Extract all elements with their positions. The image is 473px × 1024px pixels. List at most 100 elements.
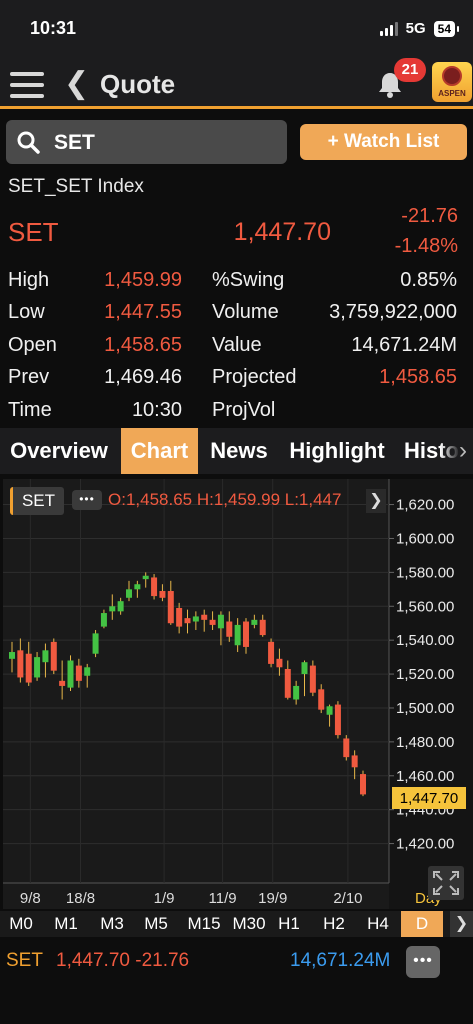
candle-body (184, 618, 191, 624)
footer-price-change: 1,447.70 -21.76 (56, 950, 190, 971)
y-tick-label: 1,500.00 (396, 700, 454, 717)
candle-body (217, 614, 224, 629)
status-time: 10:31 (30, 18, 77, 38)
y-tick-label: 1,460.00 (396, 768, 454, 785)
high-label: High (8, 269, 50, 291)
candle (301, 660, 308, 697)
candle-body (301, 662, 308, 675)
price-change: -21.76 (401, 205, 458, 227)
ohl-readout: O:1,458.65 H:1,459.99 L:1,447 (108, 490, 342, 509)
add-watchlist-button[interactable]: + Watch List (300, 124, 467, 160)
candle (84, 663, 91, 688)
candle (67, 655, 74, 692)
candle-body (100, 613, 107, 627)
candle (34, 652, 41, 681)
chevron-right-icon[interactable]: › (440, 428, 473, 474)
period-h2[interactable]: H2 (323, 914, 345, 933)
y-tick-label: 1,420.00 (396, 836, 454, 853)
footer-more-button[interactable]: ••• (406, 946, 440, 978)
tab-highlight[interactable]: Highlight (289, 438, 385, 463)
candle-body (318, 689, 325, 710)
chevron-right-icon[interactable]: ❯ (450, 911, 473, 937)
candle-body (343, 738, 350, 758)
period-m0[interactable]: M0 (9, 914, 33, 933)
more-options-icon[interactable]: ••• (72, 490, 102, 510)
period-m5[interactable]: M5 (144, 914, 168, 933)
period-h1[interactable]: H1 (278, 914, 300, 933)
search-input[interactable]: SET (6, 120, 287, 164)
y-tick-label: 1,580.00 (396, 564, 454, 581)
chevron-left-icon[interactable]: ❮ (64, 67, 90, 100)
candle (184, 609, 191, 634)
quote-tabs: Overview Chart News Highlight Histor › (0, 428, 473, 474)
candle (50, 638, 57, 675)
candle (17, 638, 24, 683)
hamburger-menu-icon[interactable] (10, 72, 44, 98)
candle (234, 618, 241, 653)
candle (176, 602, 183, 634)
candle-body (167, 591, 174, 624)
candle-body (151, 577, 158, 597)
tab-chart[interactable]: Chart (121, 428, 198, 474)
candle-body (134, 584, 141, 590)
y-tick-label: 1,520.00 (396, 666, 454, 683)
x-tick-label: 19/9 (258, 890, 287, 907)
status-indicators: 5G 54 (379, 20, 460, 37)
y-axis-area (389, 479, 473, 909)
period-m15[interactable]: M15 (187, 914, 221, 933)
value-value: 14,671.24M (351, 334, 457, 356)
candle-body (25, 653, 32, 683)
period-m30[interactable]: M30 (232, 914, 266, 933)
tab-news[interactable]: News (210, 438, 268, 463)
battery-icon: 54 (433, 20, 460, 37)
candle (75, 658, 82, 688)
x-tick-label: 1/9 (154, 890, 175, 907)
aspen-logo[interactable]: ASPEN (432, 62, 472, 102)
candle-body (201, 614, 208, 620)
x-tick-label: 11/9 (209, 890, 237, 907)
candle (284, 660, 291, 700)
candle (318, 684, 325, 714)
candle (100, 609, 107, 629)
footer-value: 14,671.24M (290, 950, 391, 971)
period-d[interactable]: D (401, 911, 443, 937)
candle-body (59, 680, 66, 686)
plot-area (3, 479, 389, 909)
low-label: Low (8, 301, 45, 323)
candle-body (75, 665, 82, 681)
x-tick-label: 2/10 (333, 890, 362, 907)
low-value: 1,447.55 (104, 301, 182, 323)
tab-overview[interactable]: Overview (10, 438, 108, 463)
chart-symbol-pill[interactable]: SET (10, 487, 64, 515)
chart-svg[interactable]: 1,620.00 1,600.00 1,580.00 1,560.00 1,540.00… (3, 479, 473, 909)
period-h4[interactable]: H4 (367, 914, 389, 933)
y-tick-label: 1,540.00 (396, 632, 454, 649)
y-tick-label: 1,480.00 (396, 734, 454, 751)
volume-value: 3,759,922,000 (329, 301, 457, 323)
volume-label: Volume (212, 301, 279, 323)
bell-icon[interactable] (374, 68, 406, 100)
candle (326, 704, 333, 727)
swing-value: 0.85% (400, 269, 457, 291)
candle (25, 641, 32, 686)
candle-body (109, 606, 116, 612)
quote-symbol: SET (8, 217, 59, 247)
candle (42, 643, 49, 678)
y-tick-label: 1,620.00 (396, 497, 454, 514)
fullscreen-icon[interactable] (428, 866, 464, 900)
period-m3[interactable]: M3 (100, 914, 124, 933)
candle (142, 572, 149, 588)
candle-body (226, 621, 233, 637)
candle (134, 580, 141, 598)
period-m1[interactable]: M1 (54, 914, 78, 933)
candle (151, 574, 158, 600)
network-label: 5G (405, 20, 426, 37)
candle-body (351, 755, 358, 768)
candle-body (234, 624, 241, 646)
x-tick-label: 18/8 (66, 890, 95, 907)
candlestick-chart[interactable]: 1,620.00 1,600.00 1,580.00 1,560.00 1,540.00… (3, 479, 473, 909)
page-title: Quote (100, 69, 176, 99)
candle-body (334, 704, 341, 736)
candle-body (34, 657, 41, 678)
chevron-right-icon[interactable]: ❯ (366, 489, 386, 513)
